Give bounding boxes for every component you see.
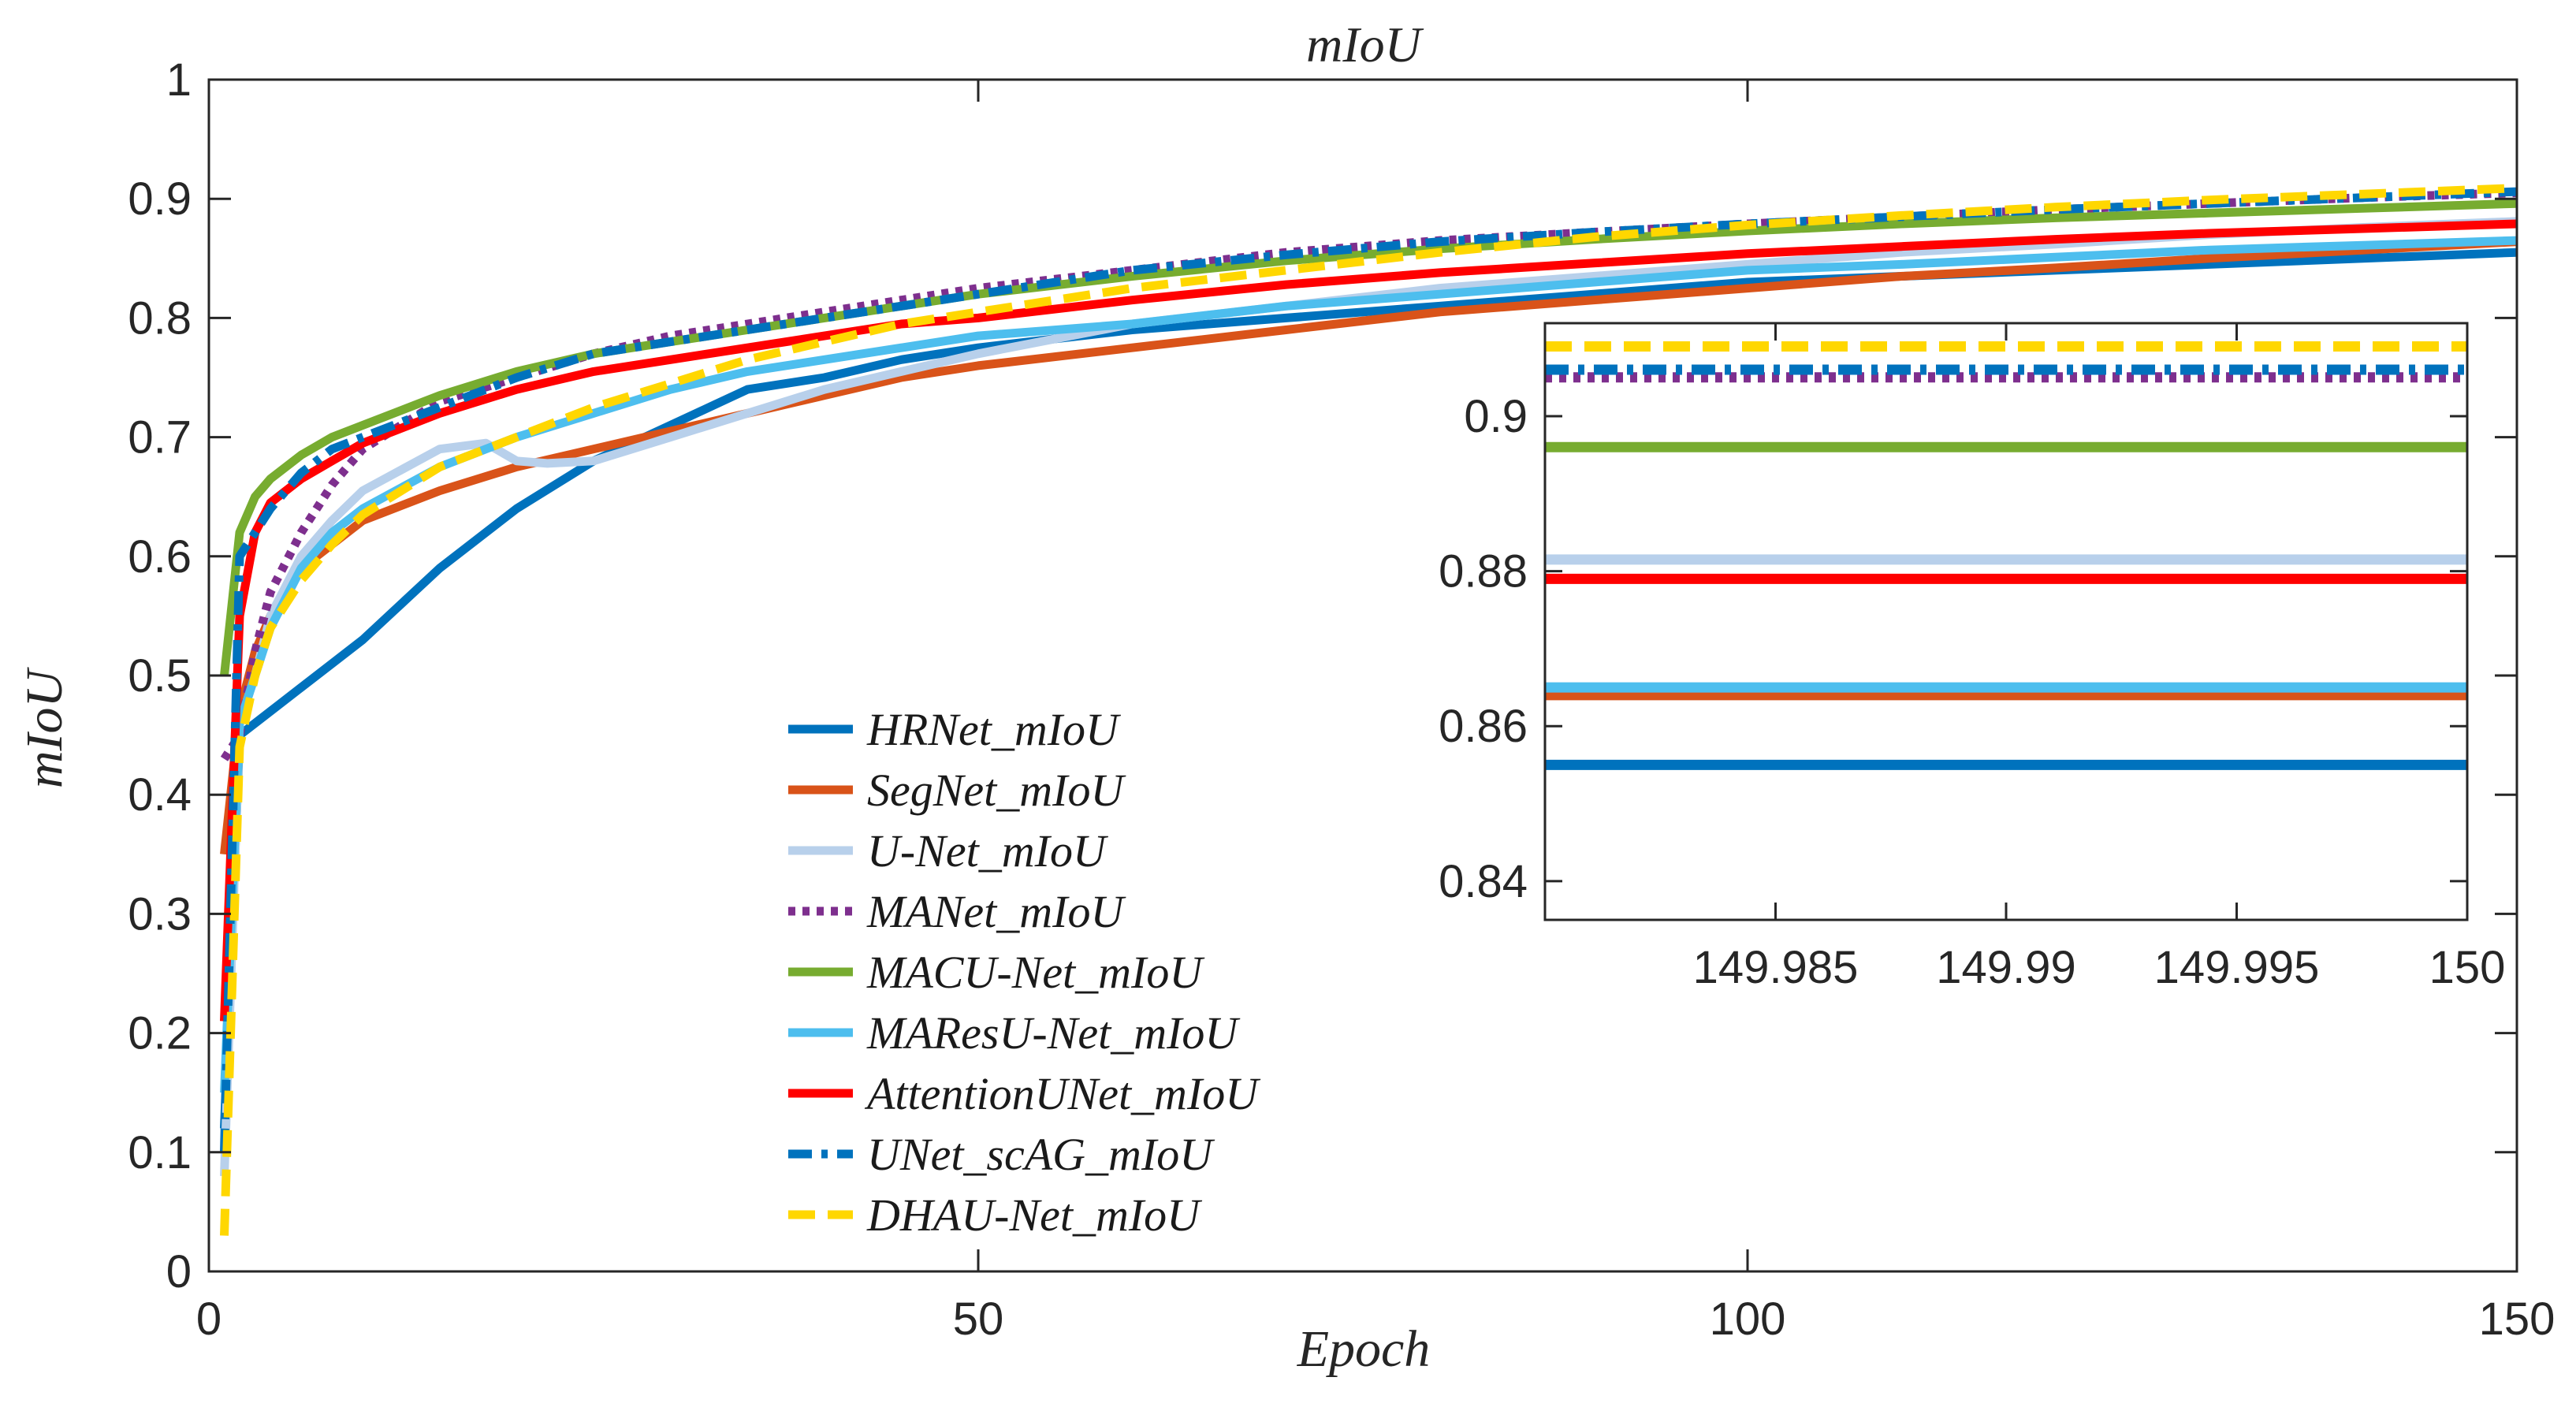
inset-x-tick-label: 150 xyxy=(2429,942,2506,993)
chart-title: mIoU xyxy=(1306,17,1424,73)
y-tick-label: 0.5 xyxy=(128,650,192,702)
legend-entry-macu-net-miou: MACU-Net_mIoU xyxy=(788,947,1205,998)
series-line-maresu-net-miou xyxy=(220,236,2518,1093)
legend-entry-u-net-miou: U-Net_mIoU xyxy=(788,825,1109,877)
inset-y-tick-label: 0.88 xyxy=(1439,546,1528,597)
legend-label: MANet_mIoU xyxy=(866,886,1126,937)
x-tick-label: 0 xyxy=(196,1293,221,1345)
y-tick-label: 0.3 xyxy=(128,888,192,940)
legend-label: SegNet_mIoU xyxy=(867,765,1126,816)
series-line-u-net-miou xyxy=(220,217,2518,1177)
y-axis-label: mIoU xyxy=(16,667,73,789)
legend: HRNet_mIoU SegNet_mIoU U-Net_mIoU MANet_mIo… xyxy=(788,704,1261,1241)
legend-entry-unet-scag-miou: UNet_scAG_mIoU xyxy=(788,1129,1215,1180)
inset-x-tick-label: 149.99 xyxy=(1936,942,2075,993)
inset-y-tick-label: 0.84 xyxy=(1439,856,1528,907)
x-tick-label: 100 xyxy=(1710,1293,1786,1345)
legend-entry-hrnet-miou: HRNet_mIoU xyxy=(788,704,1122,755)
legend-label: AttentionUNet_mIoU xyxy=(864,1068,1261,1119)
legend-entry-attentionunet-miou: AttentionUNet_mIoU xyxy=(788,1068,1261,1119)
legend-label: HRNet_mIoU xyxy=(866,704,1122,755)
y-tick-label: 0.2 xyxy=(128,1008,192,1059)
y-tick-label: 0.9 xyxy=(128,173,192,225)
y-tick-label: 0.8 xyxy=(128,292,192,344)
inset-x-tick-label: 149.995 xyxy=(2154,942,2320,993)
inset-x-tick-label: 149.985 xyxy=(1693,942,1859,993)
y-tick-label: 0.7 xyxy=(128,412,192,463)
series-line-dhau-net-miou xyxy=(220,184,2518,1236)
y-tick-label: 0.4 xyxy=(128,769,192,821)
inset-series-lines xyxy=(1545,341,2467,770)
y-tick-label: 0.6 xyxy=(128,531,192,583)
inset-ticks: 149.985 149.99 149.995 150 0.84 0.86 0.88 0.9 xyxy=(1439,323,2505,993)
inset-y-tick-label: 0.9 xyxy=(1464,391,1528,442)
legend-label: U-Net_mIoU xyxy=(867,825,1109,877)
inset-background xyxy=(1545,323,2467,920)
legend-entry-manet-miou: MANet_mIoU xyxy=(788,886,1126,937)
legend-entry-maresu-net-miou: MAResU-Net_mIoU xyxy=(788,1007,1241,1059)
x-axis-label: Epoch xyxy=(1297,1320,1431,1378)
main-ticks: 0 50 100 150 0 0.1 0.2 0.3 0.4 0.5 0.6 0.7 0.8 0.9 1 xyxy=(128,54,2555,1345)
legend-entry-dhau-net-miou: DHAU-Net_mIoU xyxy=(788,1189,1203,1241)
legend-label: UNet_scAG_mIoU xyxy=(867,1129,1215,1180)
x-tick-label: 50 xyxy=(953,1293,1004,1345)
series-line-manet-miou xyxy=(220,188,2518,761)
series-line-macu-net-miou xyxy=(220,199,2518,676)
legend-label: MACU-Net_mIoU xyxy=(866,947,1205,998)
x-tick-label: 150 xyxy=(2479,1293,2556,1345)
legend-entry-segnet-miou: SegNet_mIoU xyxy=(788,765,1126,816)
y-tick-label: 1 xyxy=(166,54,192,106)
inset-plot-area: 149.985 149.99 149.995 150 0.84 0.86 0.88 0.9 xyxy=(1439,322,2505,993)
main-plot-area: 0 50 100 150 0 0.1 0.2 0.3 0.4 0.5 0.6 0.7 0.8 0.9 1 xyxy=(128,54,2555,1345)
y-tick-label: 0 xyxy=(166,1246,192,1297)
legend-label: MAResU-Net_mIoU xyxy=(866,1007,1241,1059)
inset-y-tick-label: 0.86 xyxy=(1439,701,1528,752)
y-tick-label: 0.1 xyxy=(128,1127,192,1178)
legend-label: DHAU-Net_mIoU xyxy=(866,1189,1203,1241)
main-series-lines xyxy=(220,184,2518,1236)
